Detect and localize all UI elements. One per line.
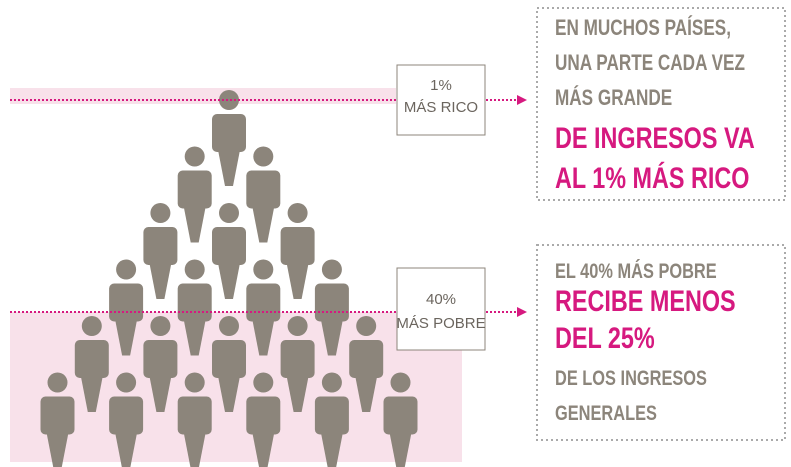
person-part: [149, 263, 172, 299]
person-part: [349, 340, 384, 378]
person-part: [212, 340, 246, 378]
person-part: [150, 316, 171, 336]
person-part: [109, 396, 144, 435]
text-line: EL 40% MÁS POBRE: [555, 259, 717, 282]
person-part: [143, 340, 178, 378]
top-band: [10, 88, 396, 104]
person-part: [184, 372, 205, 393]
person-part: [253, 259, 274, 280]
person-part: [115, 319, 138, 356]
top-arrowhead: [517, 95, 527, 105]
person-part: [252, 432, 275, 467]
person-part: [280, 340, 315, 378]
person-part: [219, 203, 239, 223]
person-part: [355, 376, 378, 412]
person-part: [246, 396, 281, 435]
person-part: [46, 432, 69, 467]
text-line: GENERALES: [555, 401, 657, 424]
people-pyramid: [40, 90, 418, 467]
person-part: [287, 316, 308, 336]
person-part: [320, 319, 343, 356]
bottom-text-box: [536, 244, 786, 441]
highlight-line: DEL 25%: [555, 321, 655, 354]
person-part: [246, 170, 281, 209]
person-part: [47, 372, 68, 393]
person-part: [252, 319, 275, 356]
person-part: [286, 376, 309, 412]
top-label-pct: 1%: [430, 77, 452, 94]
person-part: [252, 206, 275, 243]
person-part: [177, 396, 212, 435]
person-part: [320, 432, 343, 467]
person-part: [280, 227, 315, 265]
person-part: [287, 203, 308, 223]
person-part: [218, 150, 240, 186]
text-line: DE LOS INGRESOS: [555, 366, 707, 389]
bottom-label-text: MÁS POBRE: [396, 315, 485, 332]
person-part: [219, 90, 239, 110]
highlight-line: RECIBE MENOS: [555, 284, 736, 317]
top-label-text: MÁS RICO: [404, 99, 478, 116]
bottom-text: EL 40% MÁS POBRE RECIBE MENOS DEL 25% DE…: [555, 259, 736, 424]
person-part: [183, 319, 206, 356]
top-label-box: [396, 64, 486, 136]
text-line: UNA PARTE CADA VEZ: [555, 51, 745, 76]
person-part: [115, 432, 138, 467]
person-part: [184, 146, 205, 167]
bottom-label-pct: 40%: [426, 291, 456, 308]
person-part: [218, 263, 240, 299]
person-part: [80, 376, 103, 412]
person-part: [177, 283, 212, 322]
highlight-line: DE INGRESOS VA: [555, 121, 755, 154]
person-part: [321, 259, 342, 280]
person-part: [390, 372, 411, 393]
person-part: [218, 376, 240, 412]
person-part: [219, 316, 239, 336]
person-part: [109, 283, 144, 322]
person-part: [314, 283, 349, 322]
person-part: [74, 340, 109, 378]
person-part: [321, 372, 342, 393]
person-part: [383, 396, 418, 435]
person-part: [183, 432, 206, 467]
text-line: MÁS GRANDE: [555, 85, 672, 111]
person-part: [149, 376, 172, 412]
person-part: [184, 259, 205, 280]
person-part: [81, 316, 102, 336]
person-part: [212, 114, 246, 152]
person-part: [356, 316, 377, 336]
person-part: [212, 227, 246, 265]
person-part: [286, 263, 309, 299]
person-part: [116, 259, 137, 280]
bottom-arrowhead: [517, 307, 527, 317]
person-part: [246, 283, 281, 322]
person-part: [40, 396, 75, 435]
person-part: [150, 203, 171, 223]
person-part: [253, 372, 274, 393]
person-part: [314, 396, 349, 435]
person-part: [183, 206, 206, 243]
person-part: [253, 146, 274, 167]
bottom-label-box: [396, 267, 486, 351]
person-part: [389, 432, 412, 467]
person-part: [143, 227, 178, 265]
highlight-line: AL 1% MÁS RICO: [555, 160, 750, 195]
text-line: EN MUCHOS PAÍSES,: [555, 15, 731, 41]
person-part: [177, 170, 212, 209]
top-text: EN MUCHOS PAÍSES, UNA PARTE CADA VEZ MÁS…: [555, 15, 755, 195]
person-part: [116, 372, 137, 393]
